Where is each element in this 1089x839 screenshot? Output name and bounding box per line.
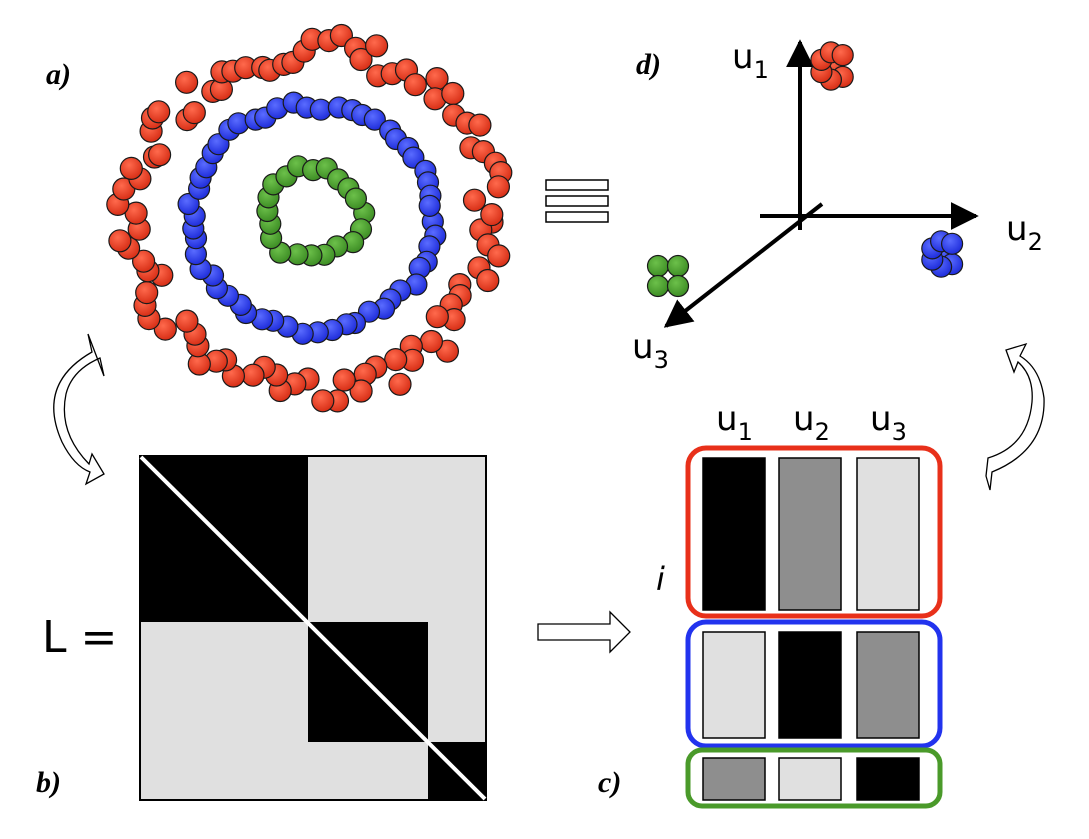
- red-ring-point: [147, 100, 171, 124]
- embedded-clusters: [646, 41, 964, 298]
- column-header-u2: u2: [793, 399, 830, 446]
- red-ring-point: [132, 249, 156, 273]
- curved-arrow-a-to-b: [53, 333, 105, 486]
- concentric-rings-scatter: [106, 23, 513, 413]
- column-header-u3: u3: [870, 399, 907, 446]
- equivalence-symbol: [545, 179, 609, 223]
- red-ring-point: [119, 156, 143, 180]
- matrix-diagonal: [139, 455, 487, 801]
- red-ring-point: [480, 203, 504, 227]
- red-ring-point: [486, 175, 510, 199]
- panel-c-label: c): [598, 766, 621, 799]
- red-cluster-box: [685, 445, 943, 619]
- green-embedded-point: [666, 254, 690, 278]
- blue-ring-point: [418, 194, 441, 217]
- red-ring-point: [462, 188, 487, 212]
- red-ring-point: [135, 281, 159, 305]
- red-ring-point: [153, 317, 177, 341]
- straight-arrow-b-to-c: [537, 610, 631, 654]
- matrix-label: L =: [42, 612, 117, 663]
- laplacian-matrix: [139, 455, 487, 801]
- blue-embedded-point: [940, 232, 964, 255]
- curved-arrow-c-to-d: [985, 342, 1045, 491]
- green-ring-point: [344, 187, 367, 210]
- red-ring-point: [419, 329, 443, 354]
- red-ring-point: [425, 305, 449, 329]
- eigenvector-cell: [856, 631, 920, 739]
- eigenvector-cell: [702, 757, 766, 801]
- panel-b-label: b): [36, 766, 61, 799]
- green-embedded-point: [646, 254, 670, 278]
- green-cluster-box: [685, 747, 943, 809]
- axis-u2-label: u2: [1006, 209, 1043, 256]
- eigenvector-cell: [702, 631, 766, 739]
- axis-u3-line: [663, 202, 824, 328]
- eigenvector-cell: [778, 457, 842, 611]
- red-ring-point: [241, 363, 265, 387]
- blue-ring-point: [177, 192, 200, 216]
- red-ring-point: [108, 229, 132, 253]
- row-index-label: i: [656, 560, 665, 598]
- green-embedded-point: [666, 274, 690, 298]
- eigenvector-matrix: [702, 457, 920, 801]
- red-ring-point: [441, 81, 465, 106]
- eigenvector-column-headers: u1 u2 u3: [716, 399, 907, 446]
- axis-u3-label: u3: [632, 327, 669, 374]
- panel-d-label: d): [636, 48, 661, 81]
- red-ring-point: [332, 368, 356, 392]
- red-ring-point: [175, 70, 199, 94]
- eigenvector-cell: [778, 757, 842, 801]
- red-ring-point: [311, 389, 335, 413]
- red-ring-point: [476, 268, 500, 293]
- axis-u1-label: u1: [732, 37, 769, 84]
- embedding-axes: u1 u2 u3: [632, 37, 1043, 374]
- green-embedded-point: [646, 274, 670, 298]
- cluster-row-boxes: [685, 445, 943, 809]
- blue-cluster-box: [685, 619, 943, 749]
- column-header-u1: u1: [716, 399, 753, 446]
- red-ring-point: [175, 309, 199, 333]
- red-ring-point: [148, 143, 172, 167]
- red-ring-point: [487, 244, 511, 268]
- red-embedded-point: [831, 43, 854, 67]
- red-ring-point: [468, 113, 492, 137]
- eigenvector-cell: [856, 757, 920, 801]
- blue-ring-point: [363, 108, 386, 131]
- red-ring-point: [182, 100, 206, 125]
- red-ring-point: [403, 73, 427, 97]
- red-ring-point: [349, 379, 373, 403]
- red-ring-point: [365, 34, 389, 58]
- eigenvector-cell: [778, 631, 842, 739]
- red-ring-point: [349, 47, 373, 72]
- eigenvector-cell: [702, 457, 766, 611]
- eigenvector-cell: [856, 457, 920, 611]
- red-ring-point: [384, 348, 408, 372]
- red-ring-point: [388, 372, 412, 396]
- panel-a-label: a): [46, 58, 71, 91]
